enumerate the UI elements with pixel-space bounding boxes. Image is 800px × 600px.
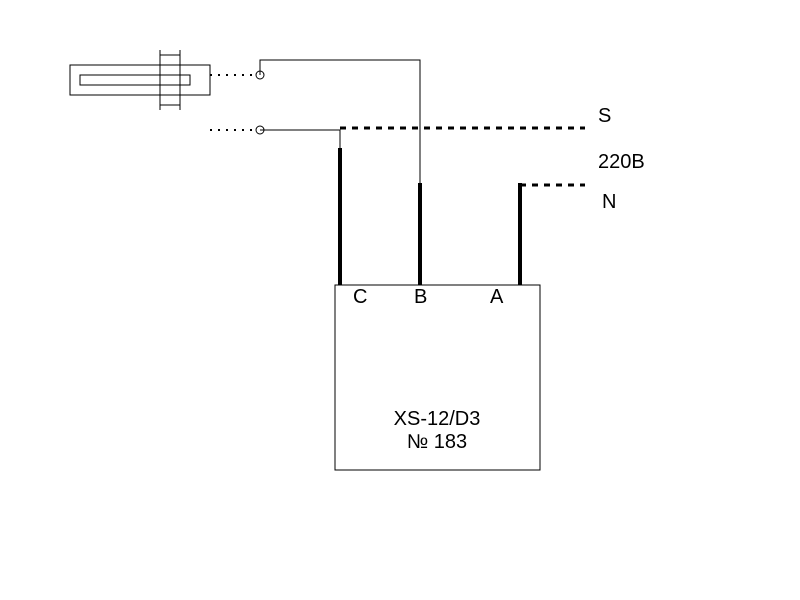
mains-N-label: N (602, 191, 616, 213)
mains: S 220B N (340, 105, 645, 213)
wiring-diagram: XS-12/D3 № 183 C B A S 220B N (0, 0, 800, 600)
sensor-connector (70, 50, 210, 110)
module-label-2: № 183 (407, 431, 467, 453)
mains-voltage-label: 220B (598, 151, 645, 173)
terminals: C B A (340, 148, 520, 308)
sensor-leads (210, 71, 264, 134)
mains-S-label: S (598, 105, 611, 127)
module-label-1: XS-12/D3 (394, 408, 481, 430)
terminal-C-label: C (353, 286, 367, 308)
module-box: XS-12/D3 № 183 (335, 285, 540, 470)
terminal-B-label: B (414, 286, 427, 308)
terminal-A-label: A (490, 286, 504, 308)
